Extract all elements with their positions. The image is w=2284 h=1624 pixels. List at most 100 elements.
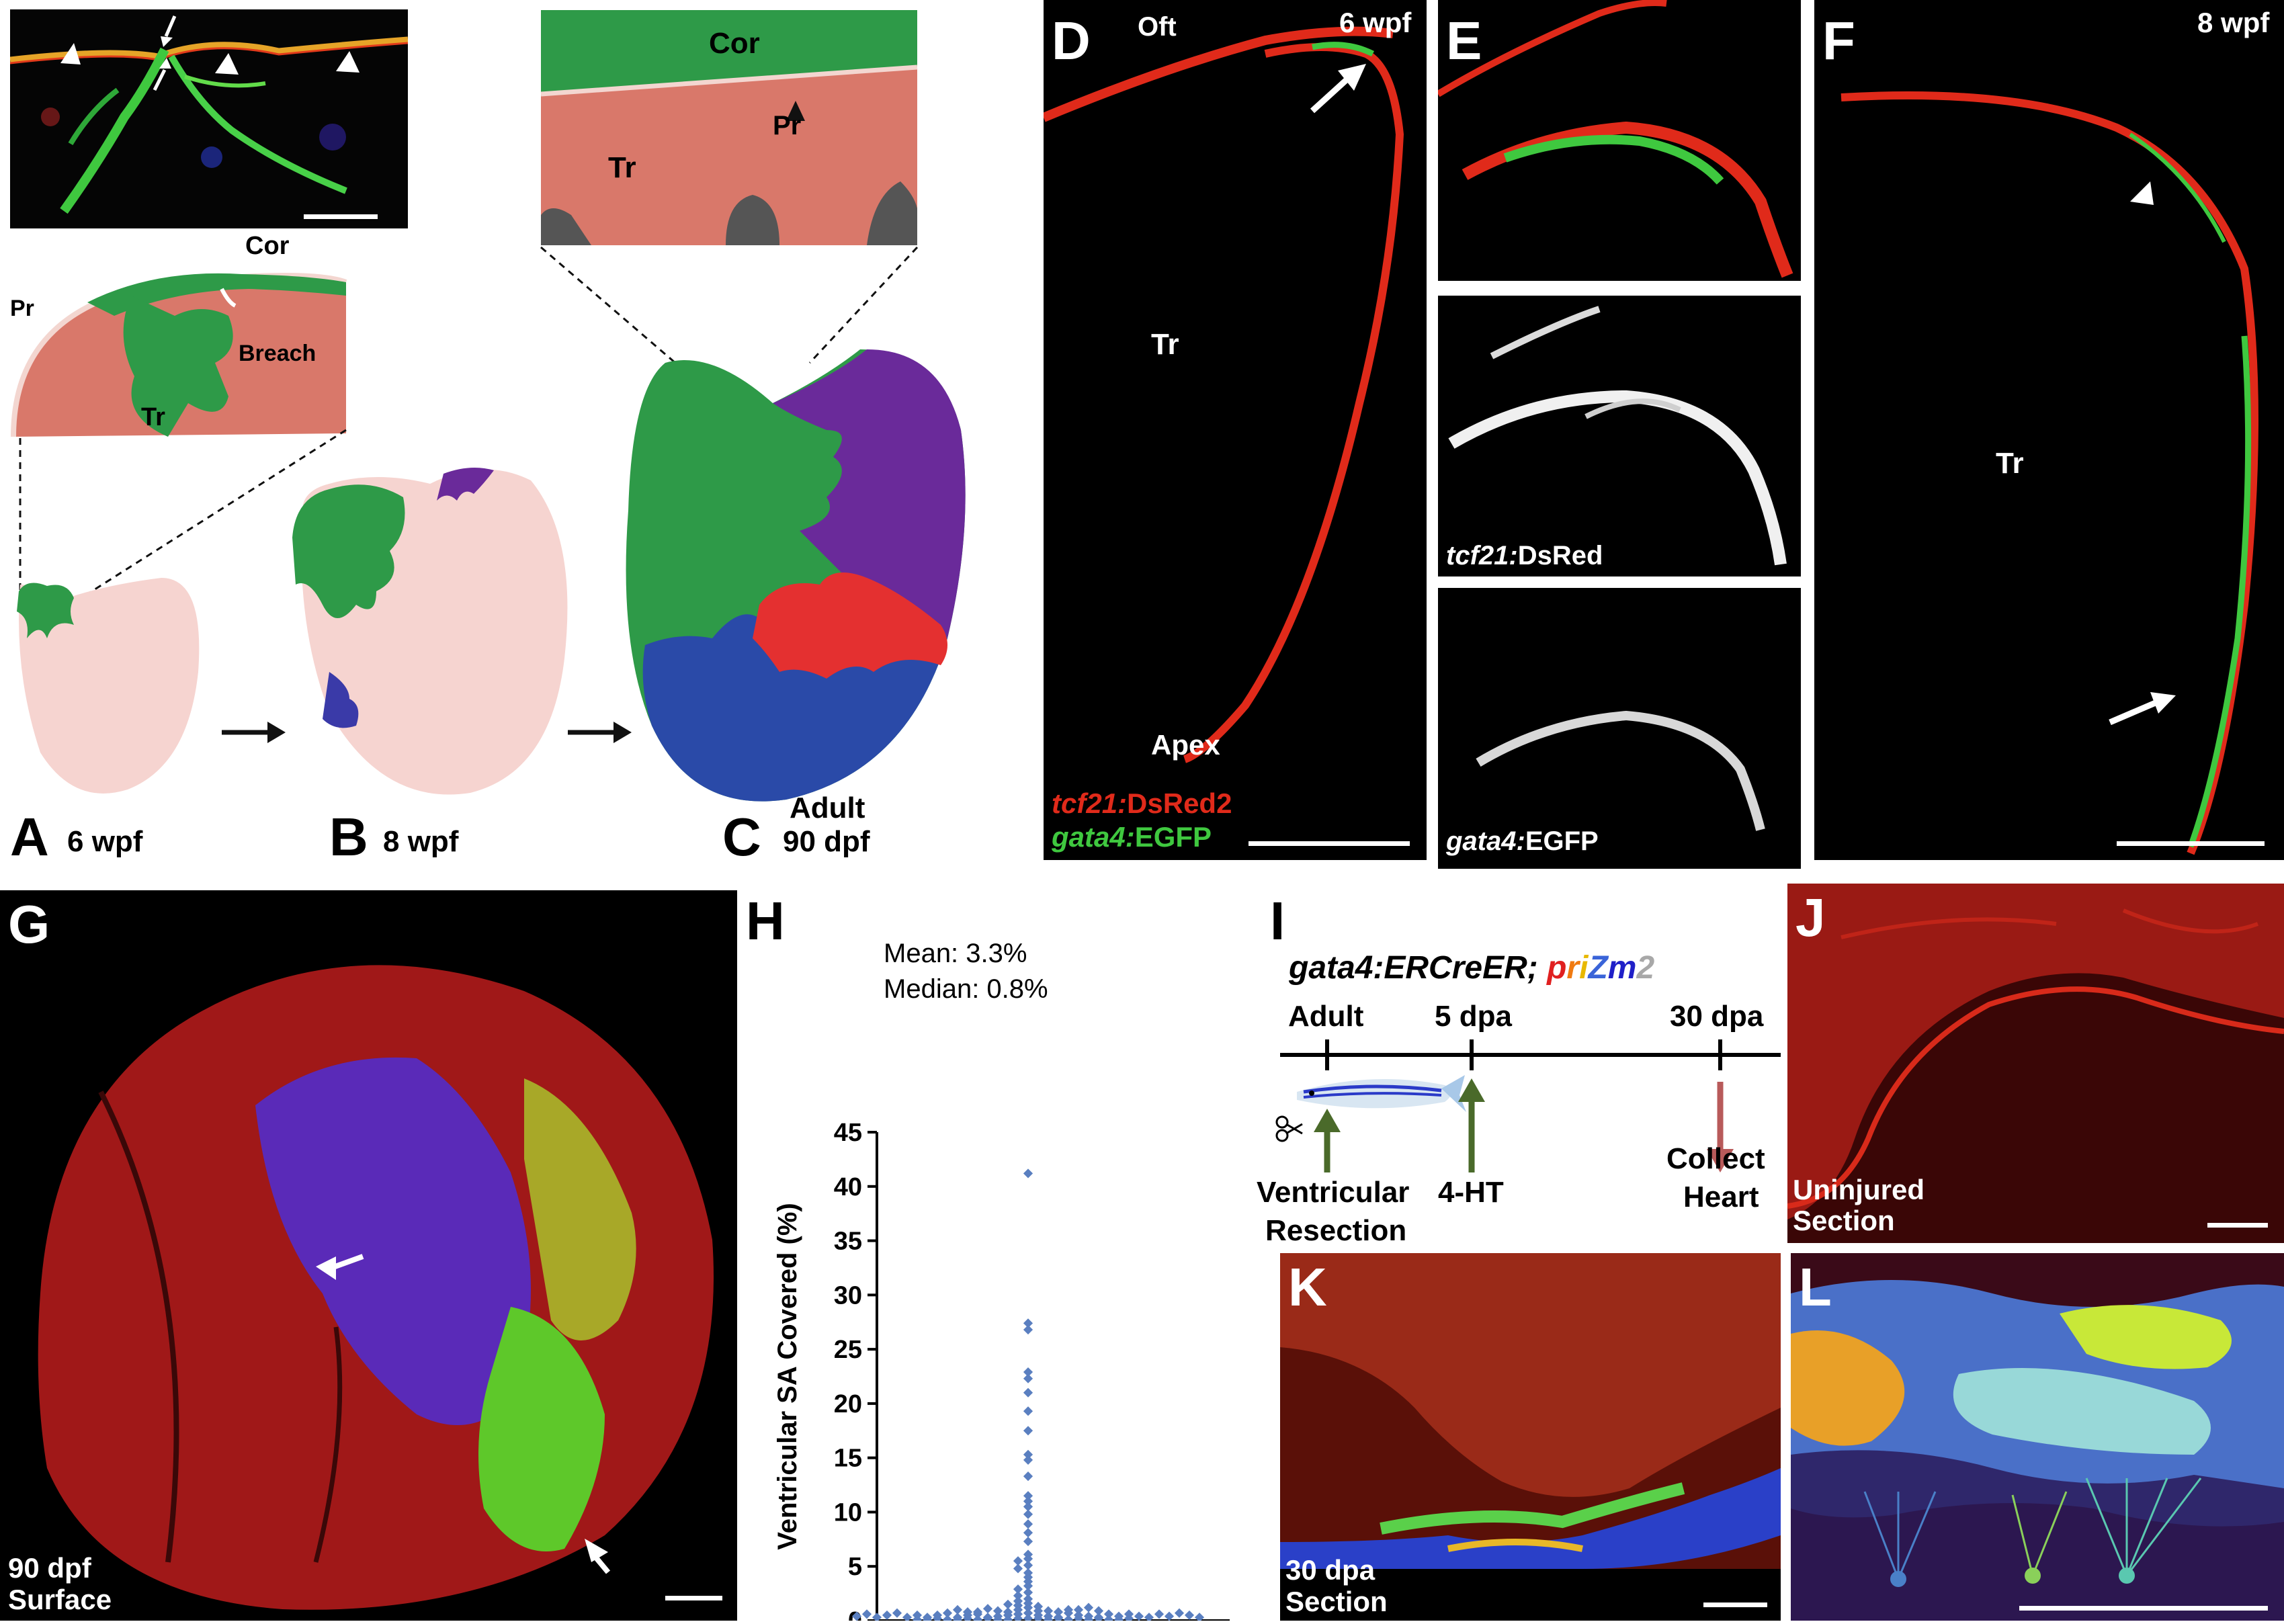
data-point <box>1093 1606 1104 1616</box>
data-point <box>1073 1605 1084 1615</box>
panel-e-letter: E <box>1446 11 1482 71</box>
pr-label-c: Pr <box>773 111 802 140</box>
data-point <box>992 1606 1003 1616</box>
prizm-letter: r <box>1566 950 1580 986</box>
data-point <box>1174 1608 1185 1618</box>
panel-d-legend-green: gata4:EGFP <box>1052 821 1212 853</box>
scissors-icon <box>1275 1115 1303 1142</box>
scale-bar <box>2117 841 2265 846</box>
cor-label-a: Cor <box>245 232 290 260</box>
data-point <box>1023 1168 1033 1179</box>
data-point <box>962 1613 973 1621</box>
data-point <box>882 1610 892 1620</box>
y-tick-label: 20 <box>834 1390 862 1418</box>
data-point <box>932 1613 943 1621</box>
data-point <box>1043 1606 1054 1616</box>
panel-g-label-2: Surface <box>8 1584 112 1615</box>
arrowhead-icon <box>336 51 359 73</box>
data-point <box>1093 1613 1104 1621</box>
data-point <box>1023 1528 1033 1538</box>
arrow-icon <box>164 15 177 37</box>
data-point <box>942 1615 953 1621</box>
breach-label: Breach <box>239 341 316 366</box>
panel-d-letter: D <box>1052 11 1091 71</box>
panel-e-merge: E <box>1436 0 1801 281</box>
panel-k: K 30 dpa Section <box>1280 1253 1781 1621</box>
data-point <box>1053 1613 1064 1621</box>
prizm-letter: Z <box>1588 950 1608 986</box>
panel-g-label-1: 90 dpf <box>8 1552 91 1584</box>
data-point <box>1164 1611 1175 1621</box>
y-axis-label: Ventricular SA Covered (%) <box>773 1203 802 1549</box>
data-point <box>1033 1613 1044 1621</box>
panel-l-letter: L <box>1799 1257 1832 1317</box>
data-point <box>1103 1615 1114 1621</box>
pr-label-a: Pr <box>10 296 34 321</box>
tr-label-c: Tr <box>608 151 636 184</box>
t-adult: Adult <box>1288 1000 1364 1033</box>
arrow-icon <box>153 69 167 91</box>
panel-e-gata4: gata4:EGFP <box>1438 588 1801 869</box>
data-point <box>1023 1536 1033 1547</box>
panel-j-letter: J <box>1795 888 1826 947</box>
scatter-chart: 051015202530354045Ventricular SA Covered… <box>773 1119 1230 1621</box>
panel-e-tcf21-label: tcf21:DsRed <box>1446 541 1603 570</box>
data-point <box>1023 1519 1033 1529</box>
data-point <box>1023 1471 1033 1482</box>
panel-b-age: 8 wpf <box>383 825 459 858</box>
arrow-icon <box>2109 699 2158 726</box>
y-tick-label: 35 <box>834 1228 862 1256</box>
data-point <box>1073 1613 1084 1621</box>
prizm-letter: 2 <box>1636 950 1655 986</box>
panel-i-letter: I <box>1270 891 1285 951</box>
panel-f-tr: Tr <box>1996 447 2024 480</box>
zebrafish-icon <box>1297 1075 1466 1112</box>
scale-bar <box>665 1596 722 1600</box>
panel-f-stage: 8 wpf <box>2197 7 2270 38</box>
panel-k-letter: K <box>1288 1257 1327 1317</box>
panel-j: J Uninjured Section <box>1787 884 2284 1243</box>
data-point <box>1154 1609 1165 1619</box>
cor-label-c: Cor <box>709 27 760 60</box>
data-point <box>1184 1610 1195 1620</box>
arrowhead-icon <box>786 101 805 121</box>
data-point <box>982 1613 993 1621</box>
panel-c-age-2: 90 dpf <box>783 825 870 858</box>
ev-collect-2: Heart <box>1683 1181 1759 1213</box>
panel-d-stage: 6 wpf <box>1339 7 1412 38</box>
scale-bar <box>1703 1602 1767 1607</box>
data-point <box>1013 1590 1023 1600</box>
ev-4ht: 4-HT <box>1438 1176 1504 1209</box>
panel-j-label-1: Uninjured <box>1793 1174 1925 1205</box>
data-point <box>1023 1509 1033 1519</box>
data-point <box>962 1607 973 1617</box>
panel-a-letter: A <box>10 807 49 867</box>
scale-bar <box>1249 841 1410 846</box>
panel-h-letter: H <box>746 891 785 951</box>
data-point <box>922 1615 933 1621</box>
data-point <box>1023 1373 1033 1383</box>
ev-collect-1: Collect <box>1666 1142 1765 1175</box>
panel-f: F 8 wpf Tr <box>1814 0 2284 860</box>
t-5dpa: 5 dpa <box>1435 1000 1512 1033</box>
timeline <box>1275 1039 1781 1172</box>
data-point <box>1023 1406 1033 1416</box>
panel-j-label-2: Section <box>1793 1205 1895 1236</box>
data-point <box>1023 1387 1033 1398</box>
panel-d-tr: Tr <box>1151 328 1179 361</box>
y-tick-label: 25 <box>834 1336 862 1364</box>
panel-d-apex: Apex <box>1151 729 1220 761</box>
data-point <box>851 1611 862 1621</box>
data-point <box>1063 1615 1074 1621</box>
panel-d-legend-red: tcf21:DsRed2 <box>1052 787 1232 819</box>
y-tick-label: 40 <box>834 1173 862 1201</box>
panel-k-label-2: Section <box>1285 1586 1388 1617</box>
heart-schematic <box>11 10 966 802</box>
arrowhead-icon <box>60 43 81 65</box>
data-point <box>982 1604 993 1614</box>
data-point <box>861 1609 872 1619</box>
panel-a-inset-micrograph <box>9 9 409 228</box>
panel-d: D Oft 6 wpf Tr Apex tcf21:DsRed2 gata4:E… <box>1042 0 1427 860</box>
ev-resection-2: Resection <box>1265 1214 1407 1247</box>
y-tick-label: 5 <box>848 1553 862 1581</box>
